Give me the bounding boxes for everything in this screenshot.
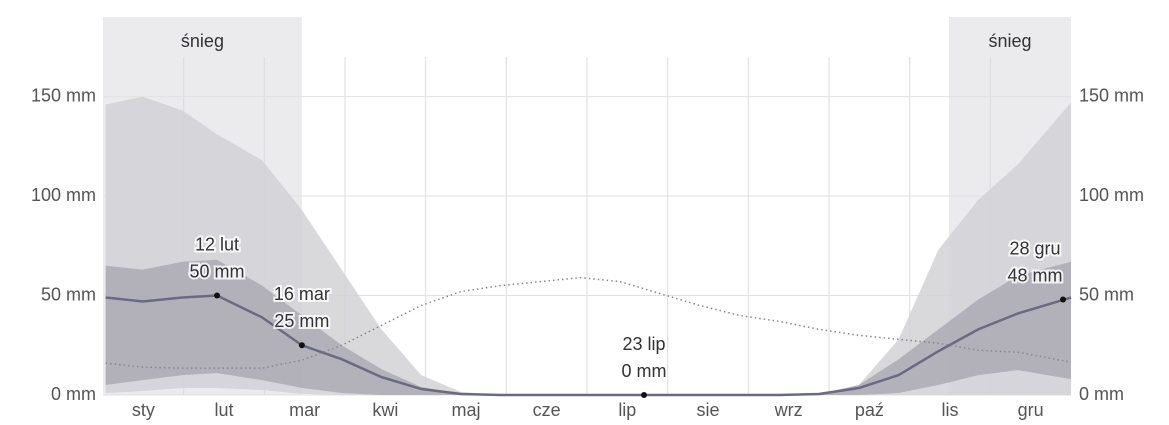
y-tick-label: 150 mm	[31, 85, 96, 105]
x-tick-label: lip	[618, 400, 636, 420]
annotation-point	[641, 392, 648, 398]
annotation-point	[298, 342, 305, 349]
x-tick-label: wrz	[774, 400, 803, 420]
annotation-value: 0 mm	[622, 361, 667, 381]
annotation-date: 12 lut	[195, 234, 239, 254]
annotation-date: 16 mar	[274, 284, 330, 304]
annotation-value: 48 mm	[1007, 265, 1062, 285]
x-tick-label: kwi	[372, 400, 398, 420]
y-tick-label: 50 mm	[41, 284, 96, 304]
annotation-point	[214, 292, 221, 299]
annotation-date: 28 gru	[1009, 238, 1060, 258]
snow-label: śnieg	[988, 31, 1031, 51]
median-line	[105, 294, 1072, 397]
y-tick-label: 100 mm	[31, 185, 96, 205]
x-tick-label: maj	[451, 400, 480, 420]
y-tick-label: 0 mm	[51, 384, 96, 404]
snow-label: śnieg	[181, 31, 224, 51]
x-tick-label: sie	[696, 400, 719, 420]
y2-tick-label: 0 mm	[1079, 384, 1124, 404]
y2-tick-label: 150 mm	[1079, 85, 1144, 105]
range-band	[105, 96, 1072, 395]
x-tick-label: lut	[214, 400, 233, 420]
y2-tick-label: 100 mm	[1079, 185, 1144, 205]
annotation-value: 25 mm	[274, 311, 329, 331]
x-tick-label: paź	[855, 400, 884, 420]
x-tick-label: sty	[132, 400, 155, 420]
x-tick-label: gru	[1018, 400, 1044, 420]
dotted-line	[105, 276, 1072, 369]
x-tick-label: mar	[289, 400, 320, 420]
annotation-point	[1060, 296, 1067, 303]
x-tick-label: lis	[942, 400, 959, 420]
annotation-value: 50 mm	[190, 261, 245, 281]
x-tick-label: cze	[533, 400, 561, 420]
annotation-date: 23 lip	[623, 334, 666, 354]
y2-tick-label: 50 mm	[1079, 284, 1134, 304]
